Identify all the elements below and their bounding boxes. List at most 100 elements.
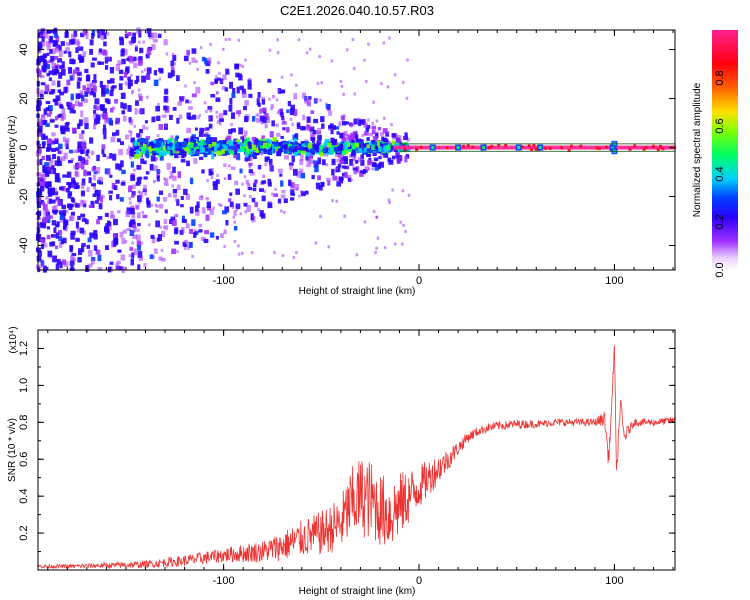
spectrogram-cell <box>174 240 179 245</box>
spectrogram-cell <box>106 32 110 36</box>
spectrogram-cell <box>74 171 80 178</box>
spectrogram-cell <box>51 147 56 153</box>
spectrogram-cell <box>136 27 141 34</box>
spectrogram-cell <box>199 127 204 134</box>
spectrogram-cell <box>223 163 227 168</box>
spectrogram-cell <box>584 145 588 150</box>
spectrogram-cell <box>119 75 124 81</box>
spectrogram-cell <box>261 99 266 105</box>
spectrogram-cell <box>248 93 253 98</box>
spectrogram-cell <box>276 151 282 157</box>
spectrogram-cell <box>633 145 637 150</box>
spectrogram-cell <box>49 35 54 43</box>
spectrogram-cell <box>377 127 382 131</box>
spectrogram-cell <box>275 98 279 102</box>
spectrogram-cell <box>351 38 355 42</box>
spectrogram-cell <box>551 145 555 150</box>
spectrogram-cell <box>144 192 147 196</box>
spectrogram-cell <box>228 128 233 135</box>
spectrogram-cell <box>129 119 134 125</box>
spectrogram-cell <box>81 218 87 222</box>
spectrogram-cell <box>136 57 140 61</box>
spectrogram-cell <box>478 145 482 150</box>
spectrogram-cell <box>370 144 376 150</box>
spectrogram-cell <box>174 152 179 159</box>
spectrogram-cell <box>162 145 166 151</box>
spectrogram-cell <box>239 85 244 91</box>
spectrogram-cell <box>137 264 141 271</box>
spectrogram-cell <box>54 98 59 106</box>
spectrogram-cell <box>97 189 101 197</box>
spectrogram-cell <box>311 174 315 180</box>
spectrogram-cell <box>224 87 229 92</box>
spectrogram-cell <box>58 113 63 118</box>
spectrogram-cell <box>349 159 353 166</box>
spectrogram-cell <box>146 95 149 99</box>
spectrogram-cell <box>208 123 213 129</box>
spectrogram-cell <box>79 90 84 96</box>
spectrogram-cell <box>79 227 84 234</box>
spectrogram-cell <box>108 117 113 124</box>
spectrogram-cell <box>241 146 245 152</box>
spectrogram-cell <box>77 54 82 61</box>
spectrogram-cell <box>189 206 194 214</box>
spectrogram-cell <box>238 148 243 152</box>
spectrogram-cell <box>257 91 261 98</box>
spectrogram-cell <box>279 173 283 177</box>
spectrogram-cell <box>76 228 81 233</box>
spectrogram-cell <box>647 145 651 150</box>
spectrogram-cell <box>198 113 202 117</box>
spectrogram-cell <box>346 166 350 170</box>
spectrogram-cell <box>396 145 400 150</box>
spectrogram-cell <box>290 73 293 77</box>
spectrogram-cell <box>97 267 103 271</box>
spectrogram-cell <box>122 115 127 122</box>
spectrogram-cell <box>120 141 125 146</box>
spectrogram-cell <box>95 114 101 121</box>
spectrogram-cell <box>102 113 108 120</box>
spectrogram-cell <box>60 41 65 46</box>
spectrogram-cell <box>210 176 214 180</box>
spectrogram-cell <box>237 252 241 256</box>
spectrogram-cell <box>497 143 501 147</box>
spectrogram-cell <box>136 205 140 211</box>
spectrogram-cell <box>490 144 494 148</box>
spectrogram-cell <box>101 84 106 91</box>
spectrogram-cell <box>99 61 104 65</box>
spectrogram-cell <box>501 145 505 150</box>
spectrogram-cell <box>239 168 243 174</box>
spectrogram-cell <box>90 183 96 187</box>
spectrogram-cell <box>206 179 209 183</box>
spectrogram-cell <box>241 88 246 95</box>
spectrogram-cell <box>130 193 135 198</box>
spectrogram-cell <box>194 152 199 157</box>
spectrogram-cell <box>163 105 168 111</box>
spectrogram-cell <box>205 60 211 67</box>
spectrogram-cell <box>192 114 197 120</box>
spectrogram-cell <box>40 185 45 192</box>
spectrogram-cell <box>115 129 120 136</box>
spectrogram-cell <box>248 145 252 149</box>
spectrogram-cell <box>39 93 44 98</box>
spectrogram-cell <box>335 142 339 146</box>
spectrogram-cell <box>169 219 174 225</box>
spectrogram-cell <box>218 140 224 146</box>
spectrogram-cell <box>267 178 272 185</box>
spectrogram-cell <box>506 145 510 150</box>
snr-y-label: SNR (10 * v/v) <box>7 418 18 482</box>
spectrogram-cell <box>131 191 136 196</box>
spectrogram-cell <box>630 145 634 150</box>
spectrogram-cell <box>374 145 378 150</box>
spectrogram-cell <box>82 51 87 57</box>
spectrogram-cell <box>167 140 172 145</box>
spectrogram-cell <box>379 161 384 168</box>
spectrogram-cell <box>58 143 63 149</box>
spectrogram-cell <box>54 55 59 60</box>
spectrogram-cell <box>316 140 322 145</box>
spectrogram-cell <box>147 146 152 152</box>
spectrogram-cell <box>300 172 306 179</box>
spectrogram-cell <box>137 138 142 144</box>
spectrogram-cell <box>131 152 136 157</box>
spectrogram-cell <box>560 146 564 150</box>
spectrogram-cell <box>201 169 205 174</box>
